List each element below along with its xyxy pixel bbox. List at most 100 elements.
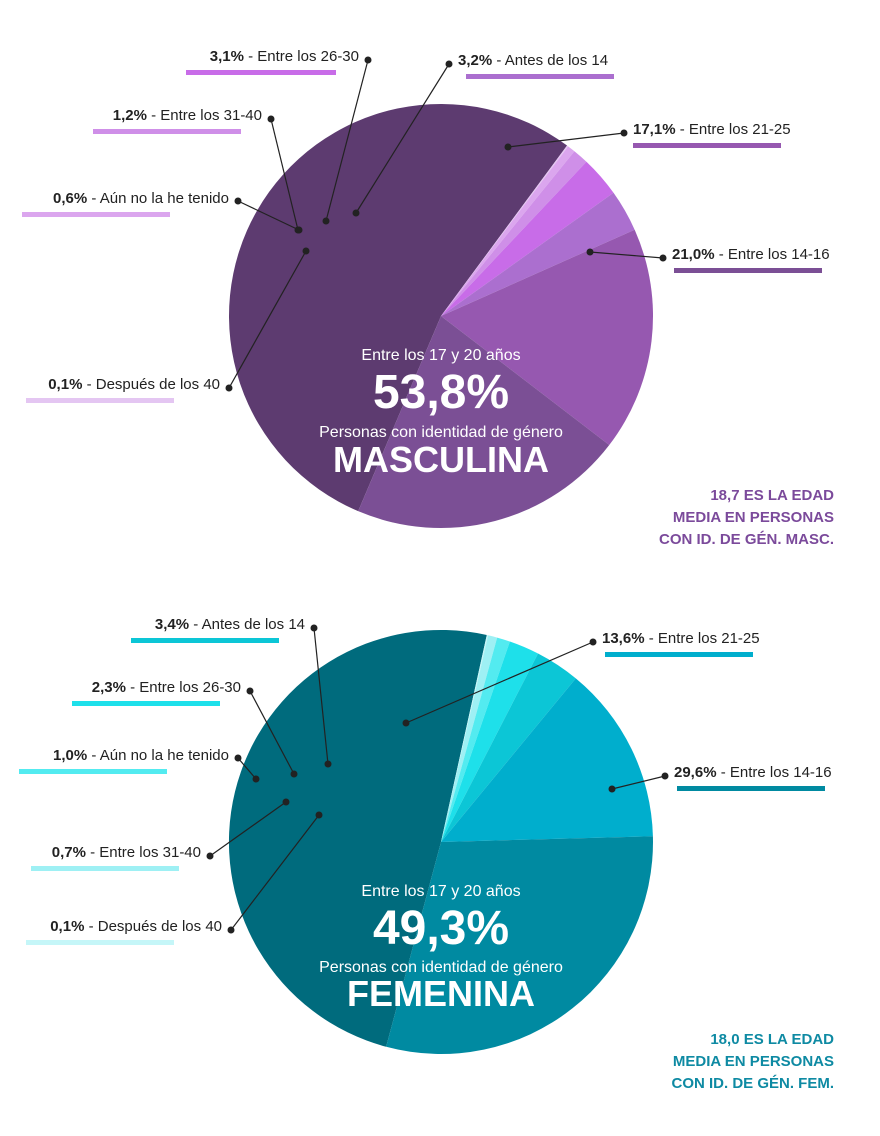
feminine-label-underline-2	[31, 866, 179, 871]
masculine-slice-name-1: - Después de los 40	[82, 376, 220, 393]
masculine-slice-2	[441, 146, 575, 316]
feminine-center-range-label: Entre los 17 y 20 años	[361, 883, 520, 900]
masculine-label-underline-3	[93, 129, 241, 134]
feminine-leader-dot-inner-3	[252, 775, 260, 783]
feminine-slice-name-2: - Entre los 31-40	[86, 844, 201, 861]
masculine-slice-label-2: 0,6% - Aún no la he tenido	[53, 190, 229, 207]
feminine-label-underline-7	[677, 786, 825, 791]
feminine-slice-pct-3: 1,0%	[53, 747, 87, 764]
masculine-leader-dot-outer-2	[234, 197, 242, 205]
feminine-label-underline-6	[605, 652, 753, 657]
feminine-slice-name-3: - Aún no la he tenido	[87, 747, 229, 764]
masculine-leader-line-1	[228, 250, 307, 389]
feminine-slice-label-2: 0,7% - Entre los 31-40	[52, 844, 201, 861]
feminine-note-line-3: CON ID. DE GÉN. FEM.	[671, 1075, 834, 1092]
masculine-leader-dot-inner-7	[586, 248, 594, 256]
feminine-slice-labels: 0,1% - Después de los 40 0,7% - Entre los…	[19, 616, 832, 945]
feminine-leader-dot-outer-3	[234, 754, 242, 762]
feminine-slice-label-1: 0,1% - Después de los 40	[50, 918, 222, 935]
feminine-leader-dot-outer-4	[246, 687, 254, 695]
feminine-note-line-2: MEDIA EN PERSONAS	[673, 1053, 834, 1070]
feminine-slice-pct-4: 2,3%	[92, 679, 126, 696]
feminine-leader-line-4	[249, 690, 295, 775]
masculine-leader-dot-outer-4	[364, 56, 372, 64]
masculine-leader-line-6	[507, 132, 625, 148]
masculine-slice-pct-6: 17,1%	[633, 121, 676, 138]
feminine-slice-label-6: 13,6% - Entre los 21-25	[602, 630, 760, 647]
feminine-leader-dot-inner-7	[608, 785, 616, 793]
masculine-slice-pct-3: 1,2%	[113, 107, 147, 124]
feminine-leader-line-1	[230, 814, 320, 931]
feminine-slice-name-4: - Entre los 26-30	[126, 679, 241, 696]
masculine-slice-5	[441, 192, 635, 316]
feminine-leader-dot-inner-2	[282, 798, 290, 806]
masculine-leader-dot-outer-6	[620, 129, 628, 137]
masculine-leader-dot-outer-5	[445, 60, 453, 68]
masculine-leader-dot-outer-7	[659, 254, 667, 262]
masculine-note-line-1: 18,7 ES LA EDAD	[710, 487, 834, 504]
feminine-leader-line-6	[405, 641, 594, 724]
feminine-center-gender: FEMENINA	[347, 973, 535, 1014]
feminine-slice-1	[441, 635, 489, 842]
masculine-label-underline-6	[633, 143, 781, 148]
feminine-leader-dot-outer-7	[661, 772, 669, 780]
feminine-slice-pct-5: 3,4%	[155, 616, 189, 633]
masculine-leader-line-4	[325, 59, 369, 222]
masculine-leader-dot-inner-6	[504, 143, 512, 151]
feminine-leader-line-3	[237, 757, 257, 780]
feminine-leader-dot-outer-6	[589, 638, 597, 646]
masculine-slice-labels: 0,1% - Después de los 40 0,6% - Aún no la…	[22, 48, 830, 403]
masculine-slice-label-5: 3,2% - Antes de los 14	[458, 52, 608, 69]
feminine-slice-label-5: 3,4% - Antes de los 14	[155, 616, 305, 633]
feminine-slice-name-1: - Después de los 40	[84, 918, 222, 935]
masculine-slice-pct-1: 0,1%	[48, 376, 82, 393]
feminine-slice-name-7: - Entre los 14-16	[717, 764, 832, 781]
masculine-slice-name-4: - Entre los 26-30	[244, 48, 359, 65]
feminine-slice-name-5: - Antes de los 14	[189, 616, 305, 633]
feminine-leader-dot-outer-2	[206, 852, 214, 860]
feminine-label-underline-5	[131, 638, 279, 643]
feminine-leader-dot-inner-5	[324, 760, 332, 768]
masculine-pie-slices	[229, 104, 654, 529]
feminine-slice-label-4: 2,3% - Entre los 26-30	[92, 679, 241, 696]
masculine-center-range-label: Entre los 17 y 20 años	[361, 347, 520, 364]
feminine-slice-0	[228, 629, 487, 1047]
masculine-leader-line-3	[270, 118, 299, 231]
feminine-center-value: 49,3%	[373, 902, 509, 955]
masculine-slice-name-5: - Antes de los 14	[492, 52, 608, 69]
feminine-slice-pct-7: 29,6%	[674, 764, 717, 781]
masculine-center-value: 53,8%	[373, 366, 509, 419]
masculine-slice-name-6: - Entre los 21-25	[676, 121, 791, 138]
masculine-center-subtitle: Personas con identidad de género	[319, 424, 563, 441]
masculine-slice-6	[441, 229, 654, 445]
feminine-slice-label-7: 29,6% - Entre los 14-16	[674, 764, 832, 781]
feminine-leader-lines	[206, 624, 669, 934]
feminine-leader-dot-outer-1	[227, 926, 235, 934]
masculine-label-underline-7	[674, 268, 822, 273]
feminine-slice-7	[386, 836, 653, 1055]
masculine-label-underline-1	[26, 398, 174, 403]
feminine-leader-line-5	[313, 627, 329, 765]
masculine-leader-dot-inner-1	[302, 247, 310, 255]
masculine-slice-4	[441, 161, 614, 316]
masculine-slice-label-6: 17,1% - Entre los 21-25	[633, 121, 791, 138]
masculine-slice-0	[229, 104, 568, 512]
masculine-slice-1	[441, 145, 569, 316]
masculine-slice-pct-2: 0,6%	[53, 190, 87, 207]
feminine-slice-4	[441, 641, 539, 842]
masculine-label-underline-5	[466, 74, 614, 79]
feminine-slice-5	[441, 653, 576, 842]
masculine-note-line-2: MEDIA EN PERSONAS	[673, 509, 834, 526]
feminine-leader-line-7	[611, 775, 666, 790]
masculine-note-line-3: CON ID. DE GÉN. MASC.	[659, 531, 834, 548]
masculine-leader-dot-inner-4	[322, 217, 330, 225]
masculine-leader-line-2	[237, 200, 300, 231]
masculine-slice-label-1: 0,1% - Después de los 40	[48, 376, 220, 393]
masculine-center-gender: MASCULINA	[333, 439, 549, 480]
masculine-slice-3	[441, 151, 587, 316]
feminine-slice-3	[441, 637, 510, 842]
masculine-leader-dot-inner-3	[294, 226, 302, 234]
masculine-leader-lines	[225, 56, 667, 392]
masculine-slice-label-3: 1,2% - Entre los 31-40	[113, 107, 262, 124]
